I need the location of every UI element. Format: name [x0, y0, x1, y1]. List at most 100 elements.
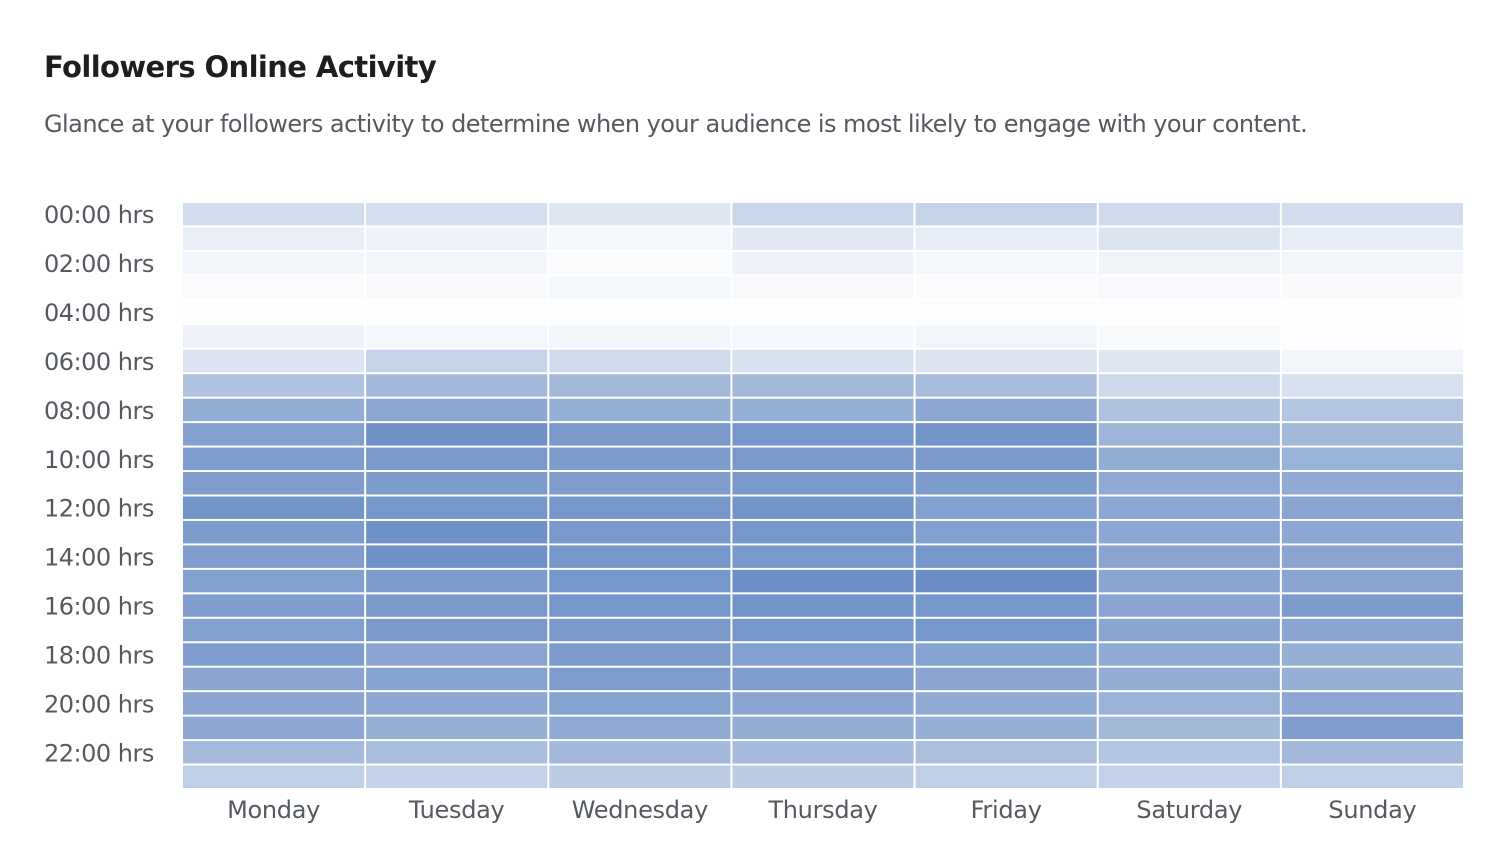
y-tick-label: 12:00 hrs [44, 495, 154, 523]
heatmap-cell-friday-0700 [915, 374, 1097, 397]
heatmap-cell-saturday-2100 [1098, 716, 1280, 740]
heatmap-cell-tuesday-2100 [366, 716, 548, 740]
heatmap-cell-monday-1100 [183, 472, 365, 495]
y-tick-label: 02:00 hrs [44, 250, 154, 278]
heatmap-cell-monday-0200 [183, 251, 365, 275]
y-tick-label: 10:00 hrs [44, 446, 154, 474]
heatmap-cell-monday-0600 [183, 349, 365, 373]
heatmap-cell-thursday-0700 [732, 374, 914, 397]
heatmap-cell-monday-0000 [183, 203, 365, 226]
heatmap-cell-sunday-0000 [1281, 203, 1463, 226]
heatmap-cell-saturday-2000 [1098, 692, 1280, 715]
x-axis-labels: Monday Tuesday Wednesday Thursday Friday Satu… [227, 796, 1417, 824]
x-tick-label-thursday: Thursday [767, 796, 877, 824]
heatmap-cell-thursday-0400 [732, 300, 914, 324]
heatmap-cell-friday-1900 [915, 667, 1097, 691]
x-tick-label-saturday: Saturday [1136, 796, 1242, 824]
heatmap-cell-wednesday-1500 [549, 569, 731, 593]
heatmap-cell-tuesday-1700 [366, 618, 548, 642]
heatmap-cell-sunday-2300 [1281, 765, 1463, 788]
heatmap-cell-sunday-0900 [1281, 423, 1463, 446]
heatmap-cell-friday-0000 [915, 203, 1097, 226]
heatmap-cell-saturday-2200 [1098, 741, 1280, 764]
heatmap-cell-thursday-1600 [732, 594, 914, 617]
heatmap-cell-wednesday-2100 [549, 716, 731, 740]
heatmap-cell-monday-0400 [183, 300, 365, 324]
heatmap-cell-thursday-2000 [732, 692, 914, 715]
heatmap-cell-friday-0900 [915, 423, 1097, 446]
y-tick-label: 04:00 hrs [44, 299, 154, 327]
heatmap-cell-saturday-0800 [1098, 398, 1280, 422]
heatmap-cell-monday-1200 [183, 496, 365, 519]
heatmap-cell-friday-2100 [915, 716, 1097, 740]
y-tick-label: 20:00 hrs [44, 690, 154, 718]
heatmap-cell-tuesday-1100 [366, 472, 548, 495]
heatmap-cell-wednesday-0500 [549, 325, 731, 348]
heatmap-cell-thursday-1400 [732, 545, 914, 568]
heatmap-cell-wednesday-2000 [549, 692, 731, 715]
page-title: Followers Online Activity [44, 50, 437, 84]
heatmap-cell-friday-1400 [915, 545, 1097, 568]
heatmap-cell-wednesday-1700 [549, 618, 731, 642]
heatmap-cell-thursday-1900 [732, 667, 914, 691]
heatmap-cell-thursday-0500 [732, 325, 914, 348]
heatmap-cell-sunday-0800 [1281, 398, 1463, 422]
heatmap-cell-sunday-0700 [1281, 374, 1463, 397]
heatmap-cell-friday-1500 [915, 569, 1097, 593]
heatmap-cell-saturday-1900 [1098, 667, 1280, 691]
y-tick-label: 14:00 hrs [44, 544, 154, 572]
heatmap-cell-sunday-1000 [1281, 447, 1463, 471]
heatmap-cell-saturday-0200 [1098, 251, 1280, 275]
heatmap-cell-sunday-2200 [1281, 741, 1463, 764]
heatmap-cell-friday-1200 [915, 496, 1097, 519]
heatmap-cell-thursday-1300 [732, 520, 914, 544]
y-tick-label: 16:00 hrs [44, 593, 154, 621]
heatmap-cell-wednesday-1100 [549, 472, 731, 495]
heatmap-cell-tuesday-2300 [366, 765, 548, 788]
y-tick-label: 08:00 hrs [44, 397, 154, 425]
heatmap-cell-friday-0800 [915, 398, 1097, 422]
heatmap-cell-wednesday-2200 [549, 741, 731, 764]
heatmap-cell-sunday-2100 [1281, 716, 1463, 740]
heatmap-cell-thursday-2200 [732, 741, 914, 764]
heatmap-cell-friday-0400 [915, 300, 1097, 324]
heatmap-cell-thursday-1000 [732, 447, 914, 471]
heatmap-cell-sunday-1600 [1281, 594, 1463, 617]
heatmap-cell-monday-1400 [183, 545, 365, 568]
heatmap-cell-saturday-0500 [1098, 325, 1280, 348]
heatmap-cell-friday-1100 [915, 472, 1097, 495]
heatmap-cell-thursday-2100 [732, 716, 914, 740]
heatmap-cell-thursday-1100 [732, 472, 914, 495]
heatmap-cell-wednesday-1200 [549, 496, 731, 519]
heatmap-cell-wednesday-0300 [549, 276, 731, 299]
heatmap-cell-tuesday-0100 [366, 227, 548, 250]
heatmap-cell-sunday-1100 [1281, 472, 1463, 495]
heatmap-cell-friday-1300 [915, 520, 1097, 544]
heatmap-cell-thursday-0100 [732, 227, 914, 250]
heatmap-cell-sunday-1700 [1281, 618, 1463, 642]
heatmap-cell-saturday-1000 [1098, 447, 1280, 471]
y-axis-labels: 00:00 hrs 02:00 hrs 04:00 hrs 06:00 hrs 08:0… [44, 201, 154, 767]
heatmap-cell-tuesday-1300 [366, 520, 548, 544]
heatmap-cell-tuesday-1400 [366, 545, 548, 568]
heatmap-cell-tuesday-0800 [366, 398, 548, 422]
heatmap-cell-wednesday-0100 [549, 227, 731, 250]
heatmap-cell-sunday-0400 [1281, 300, 1463, 324]
heatmap-cell-wednesday-0700 [549, 374, 731, 397]
heatmap-cell-monday-1800 [183, 643, 365, 666]
heatmap-cell-monday-0800 [183, 398, 365, 422]
heatmap-cell-monday-1600 [183, 594, 365, 617]
heatmap-cell-thursday-0000 [732, 203, 914, 226]
heatmap-cell-monday-2300 [183, 765, 365, 788]
heatmap-cell-thursday-0900 [732, 423, 914, 446]
heatmap-cell-thursday-0300 [732, 276, 914, 299]
heatmap-cell-thursday-1200 [732, 496, 914, 519]
heatmap-cell-tuesday-0600 [366, 349, 548, 373]
x-tick-label-sunday: Sunday [1328, 796, 1416, 824]
heatmap-cell-sunday-1400 [1281, 545, 1463, 568]
x-tick-label-friday: Friday [971, 796, 1042, 824]
heatmap-cell-tuesday-0300 [366, 276, 548, 299]
heatmap-cell-saturday-0000 [1098, 203, 1280, 226]
heatmap-cell-tuesday-1800 [366, 643, 548, 666]
heatmap-cell-monday-0500 [183, 325, 365, 348]
